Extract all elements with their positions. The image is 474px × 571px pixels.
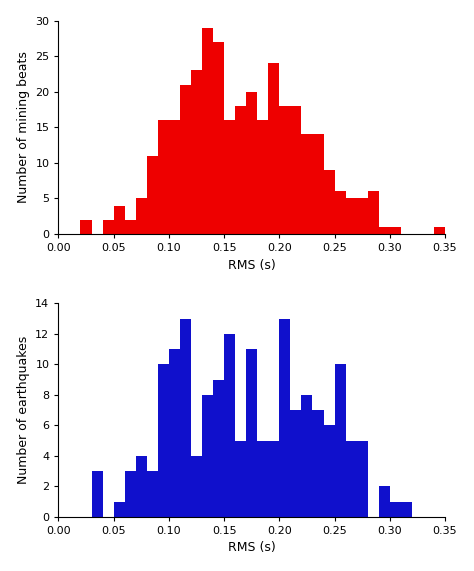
Bar: [136, 456, 147, 517]
Bar: [434, 227, 445, 234]
Bar: [323, 170, 335, 234]
Bar: [191, 456, 202, 517]
Bar: [368, 191, 379, 234]
Bar: [335, 364, 346, 517]
Bar: [279, 106, 291, 234]
Bar: [224, 334, 235, 517]
Bar: [180, 319, 191, 517]
Bar: [356, 199, 368, 234]
X-axis label: RMS (s): RMS (s): [228, 259, 275, 272]
Bar: [268, 441, 279, 517]
Bar: [114, 501, 125, 517]
Bar: [191, 70, 202, 234]
Bar: [169, 120, 180, 234]
Bar: [158, 364, 169, 517]
Bar: [114, 206, 125, 234]
Y-axis label: Number of mining beats: Number of mining beats: [17, 51, 30, 203]
Bar: [180, 85, 191, 234]
Bar: [147, 156, 158, 234]
Bar: [136, 199, 147, 234]
Bar: [213, 42, 224, 234]
Bar: [158, 120, 169, 234]
Bar: [202, 28, 213, 234]
Bar: [125, 220, 136, 234]
Bar: [401, 501, 412, 517]
Bar: [379, 227, 390, 234]
Bar: [169, 349, 180, 517]
Bar: [81, 220, 91, 234]
Bar: [312, 134, 323, 234]
Bar: [125, 471, 136, 517]
Bar: [91, 471, 102, 517]
Bar: [346, 441, 356, 517]
Bar: [257, 120, 268, 234]
Bar: [390, 227, 401, 234]
Bar: [301, 134, 312, 234]
Bar: [291, 106, 301, 234]
Bar: [312, 410, 323, 517]
Bar: [235, 441, 246, 517]
Bar: [246, 349, 257, 517]
Bar: [356, 441, 368, 517]
Bar: [213, 380, 224, 517]
Bar: [268, 63, 279, 234]
Bar: [301, 395, 312, 517]
Bar: [235, 106, 246, 234]
Bar: [279, 319, 291, 517]
Bar: [102, 220, 114, 234]
Bar: [246, 92, 257, 234]
Bar: [147, 471, 158, 517]
Bar: [379, 486, 390, 517]
Bar: [323, 425, 335, 517]
Bar: [335, 191, 346, 234]
Bar: [291, 410, 301, 517]
Bar: [224, 120, 235, 234]
Bar: [390, 501, 401, 517]
Bar: [346, 199, 356, 234]
Bar: [202, 395, 213, 517]
Y-axis label: Number of earthquakes: Number of earthquakes: [17, 336, 30, 484]
X-axis label: RMS (s): RMS (s): [228, 541, 275, 554]
Bar: [257, 441, 268, 517]
